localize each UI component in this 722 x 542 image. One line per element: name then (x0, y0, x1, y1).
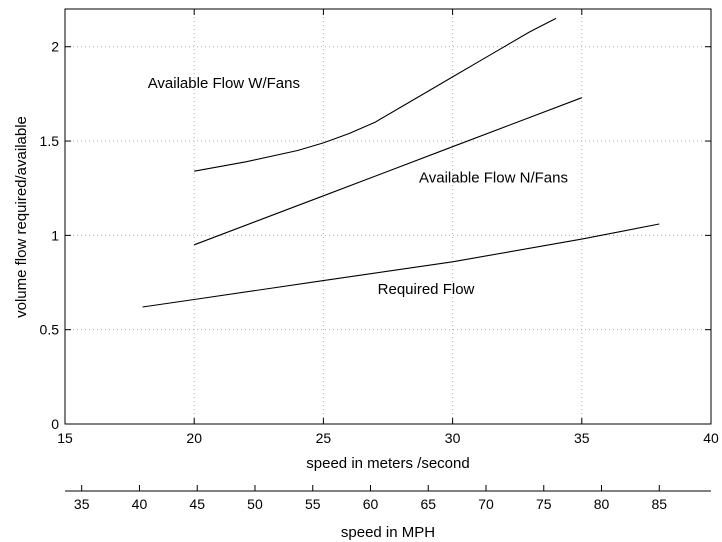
y-axis-ticks: 0 0.5 1 1.5 2 (40, 39, 711, 432)
mph-tick-label: 35 (74, 496, 90, 512)
y-axis-label: volume flow required/available (13, 116, 30, 318)
annotations: Available Flow W/Fans Available Flow N/Fa… (148, 75, 568, 298)
mph-tick-label: 85 (651, 496, 667, 512)
y-tick-label: 0.5 (40, 322, 60, 338)
y-tick-label: 1.5 (40, 133, 60, 149)
mph-axis-label: speed in MPH (341, 524, 435, 541)
annotation-1: Available Flow W/Fans (148, 75, 300, 92)
plot-frame (64, 8, 712, 425)
mph-tick-label: 65 (420, 496, 436, 512)
mph-tick-label: 60 (363, 496, 379, 512)
mph-tick-label: 80 (594, 496, 610, 512)
x-tick-label: 20 (186, 430, 202, 446)
mph-tick-label: 70 (478, 496, 494, 512)
mph-axis-ticks: 35 40 45 50 55 60 65 70 75 80 85 (74, 485, 667, 512)
mph-tick-label: 75 (536, 496, 552, 512)
x-tick-label: 15 (57, 430, 73, 446)
mph-tick-label: 50 (247, 496, 263, 512)
series-group (142, 17, 660, 308)
x-tick-label: 30 (445, 430, 461, 446)
series-line-1 (194, 17, 557, 172)
x-axis-label: speed in meters /second (306, 455, 469, 472)
x-tick-label: 40 (703, 430, 719, 446)
series-line-3 (142, 223, 660, 308)
x-tick-label: 35 (574, 430, 590, 446)
mph-tick-label: 55 (305, 496, 321, 512)
annotation-3: Required Flow (378, 281, 475, 298)
mph-tick-label: 45 (189, 496, 205, 512)
annotation-2: Available Flow N/Fans (419, 170, 568, 187)
x-axis-ticks: 15 20 25 30 35 40 (57, 9, 719, 446)
grid (65, 9, 711, 424)
y-tick-label: 2 (51, 39, 59, 55)
y-tick-label: 0 (51, 416, 59, 432)
y-tick-label: 1 (51, 227, 59, 243)
mph-tick-label: 40 (132, 496, 148, 512)
x-tick-label: 25 (316, 430, 332, 446)
series-line-2 (194, 97, 582, 246)
